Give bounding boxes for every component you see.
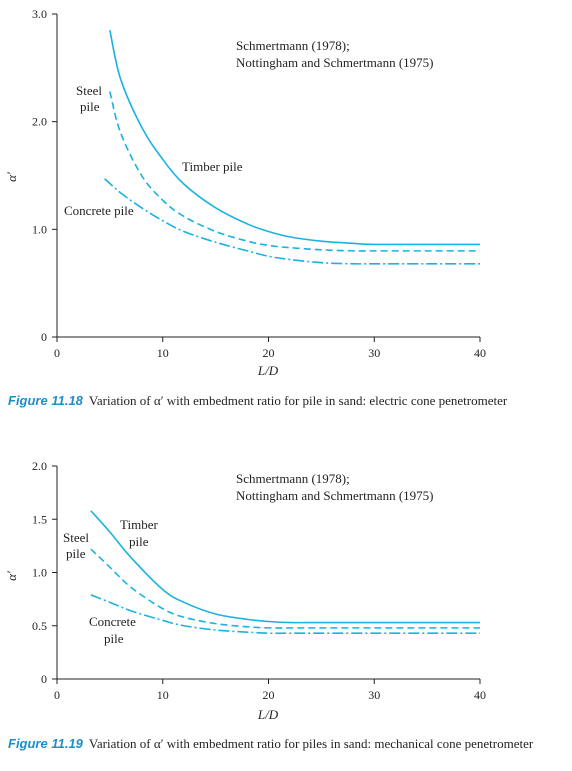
chart1-series-steel-pile bbox=[109, 91, 481, 252]
figure-caption-1: Figure 11.18 Variation of α′ with embedme… bbox=[8, 392, 568, 409]
chart1-y-tick-label: 1.0 bbox=[32, 222, 47, 236]
chart2-label-steel-1: Steel bbox=[63, 530, 89, 545]
chart1-label-concrete: Concrete pile bbox=[64, 203, 134, 218]
chart-electric-cone: 0 10 20 30 40 0 1.0 2.0 3.0 L/D α′ Schmertmann (… bbox=[4, 7, 486, 378]
chart1-x-axis-label: L/D bbox=[257, 363, 279, 378]
chart2-x-tick-label: 10 bbox=[157, 688, 169, 702]
chart1-x-tick-label: 30 bbox=[368, 346, 380, 360]
chart2-label-concrete-2: pile bbox=[104, 631, 124, 646]
chart1-y-tick-label: 2.0 bbox=[32, 115, 47, 129]
figure-label-1: Figure 11.18 bbox=[8, 393, 83, 408]
chart1-source-line2: Nottingham and Schmertmann (1975) bbox=[236, 55, 434, 70]
chart1-series-concrete-pile bbox=[104, 178, 480, 265]
chart2-x-tick-label: 30 bbox=[368, 688, 380, 702]
chart2-x-tick-label: 20 bbox=[263, 688, 275, 702]
figure-caption-2: Figure 11.19 Variation of α′ with embedme… bbox=[8, 735, 538, 752]
chart1-x-tick-label: 40 bbox=[474, 346, 486, 360]
chart2-label-concrete-1: Concrete bbox=[89, 614, 136, 629]
chart2-x-tick-label: 40 bbox=[474, 688, 486, 702]
chart2-x-axis-label: L/D bbox=[257, 707, 279, 722]
chart2-source-line2: Nottingham and Schmertmann (1975) bbox=[236, 488, 434, 503]
figure-caption-text-2: Variation of α′ with embedment ratio for… bbox=[88, 736, 534, 751]
chart1-source-line1: Schmertmann (1978); bbox=[236, 38, 350, 53]
chart1-label-timber: Timber pile bbox=[182, 159, 243, 174]
chart2-y-axis-label: α′ bbox=[4, 571, 19, 581]
chart2-label-timber-2: pile bbox=[129, 534, 149, 549]
chart2-x-tick-label: 0 bbox=[54, 688, 60, 702]
chart1-label-steel-2: pile bbox=[80, 99, 100, 114]
chart2-y-tick-label: 1.5 bbox=[32, 512, 47, 526]
chart1-x-tick-label: 20 bbox=[263, 346, 275, 360]
chart2-series-timber-pile bbox=[90, 510, 480, 624]
chart2-y-tick-label: 0 bbox=[41, 672, 47, 686]
chart2-source-line1: Schmertmann (1978); bbox=[236, 471, 350, 486]
chart2-label-timber-1: Timber bbox=[120, 517, 158, 532]
chart2-y-tick-label: 1.0 bbox=[32, 566, 47, 580]
chart1-x-tick-label: 10 bbox=[157, 346, 169, 360]
chart-mechanical-cone: 0 10 20 30 40 0 0.5 1.0 1.5 2.0 L/D α′ Schmertman… bbox=[4, 459, 486, 722]
chart1-y-axis-label: α′ bbox=[4, 172, 19, 182]
chart2-series-concrete-pile bbox=[90, 594, 480, 635]
chart1-series-timber-pile bbox=[109, 29, 480, 246]
figure-label-2: Figure 11.19 bbox=[8, 736, 83, 751]
chart2-y-tick-label: 2.0 bbox=[32, 459, 47, 473]
chart2-y-tick-label: 0.5 bbox=[32, 619, 47, 633]
chart2-series-steel-pile bbox=[90, 548, 480, 629]
chart1-y-tick-label: 0 bbox=[41, 330, 47, 344]
chart2-label-steel-2: pile bbox=[66, 546, 86, 561]
figure-caption-text-1: Variation of α′ with embedment ratio for… bbox=[88, 393, 508, 408]
chart1-label-steel-1: Steel bbox=[76, 83, 102, 98]
chart1-x-tick-label: 0 bbox=[54, 346, 60, 360]
chart1-y-tick-label: 3.0 bbox=[32, 7, 47, 21]
